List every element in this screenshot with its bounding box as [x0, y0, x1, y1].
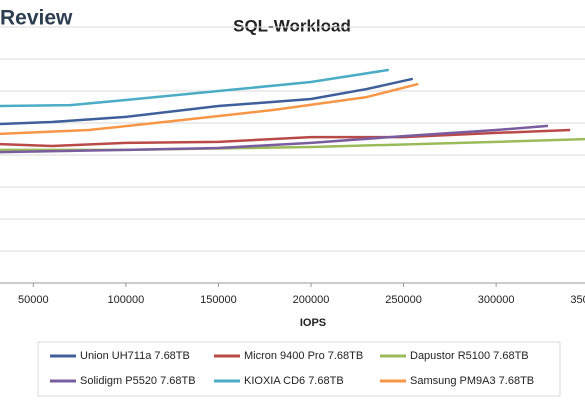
legend-label: Samsung PM9A3 7.68TB: [410, 375, 534, 387]
series-line: [0, 68, 389, 108]
series-line: [0, 77, 414, 126]
x-tick-label: 200000: [293, 294, 330, 306]
legend-label: Union UH711a 7.68TB: [80, 350, 190, 362]
x-tick-label: 50000: [18, 294, 49, 306]
legend-box: [37, 341, 561, 397]
chart-title: SQL-Workload: [233, 16, 351, 35]
x-tick-label: 300000: [478, 294, 515, 306]
x-tick-label: 100000: [108, 294, 145, 306]
series-line: [0, 124, 549, 154]
x-tick-label: 350000: [570, 294, 585, 306]
legend-label: Dapustor R5100 7.68TB: [410, 350, 529, 362]
legend-label: KIOXIA CD6 7.68TB: [244, 375, 344, 387]
series-line: [0, 128, 571, 148]
brand: Review: [0, 7, 73, 30]
x-axis-label: IOPS: [300, 317, 326, 329]
x-tick-label: 250000: [385, 294, 422, 306]
series-line: [0, 82, 419, 136]
legend-label: Solidigm P5520 7.68TB: [80, 375, 196, 387]
x-tick-label: 150000: [200, 294, 237, 306]
legend-label: Micron 9400 Pro 7.68TB: [244, 350, 363, 362]
